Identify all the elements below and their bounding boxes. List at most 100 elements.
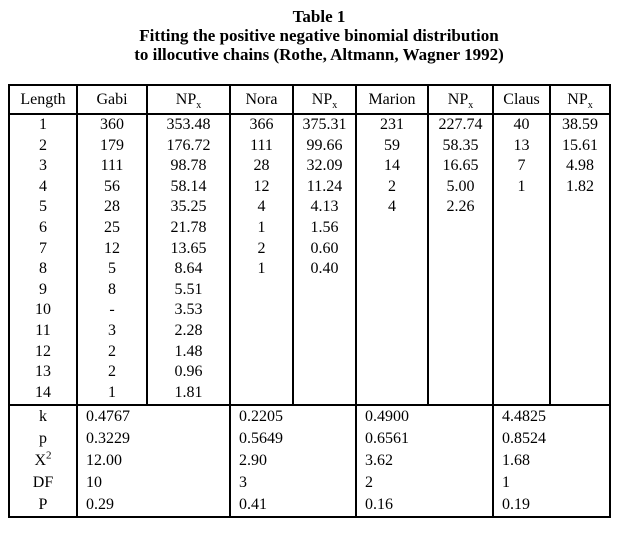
cell-value <box>357 280 427 301</box>
cell-value: 4 <box>257 198 266 216</box>
cell-value <box>494 280 549 301</box>
header-row: Length Gabi NPx Nora NPx Marion NPx Claus NPx <box>8 84 611 115</box>
body-column-np-4: 375.31 99.66 32.09 11.24 4.13 1.56 0.60 0.40 <box>292 113 357 406</box>
cell-value: 0.96 <box>174 363 203 381</box>
cell-value: 6 <box>39 218 47 236</box>
stat-value: 0.19 <box>502 496 530 513</box>
cell-value: 5 <box>108 260 116 278</box>
cell-value <box>494 383 549 404</box>
column-header-np-8: NPx <box>549 84 611 115</box>
cell-value: 58.35 <box>442 136 479 154</box>
cell-value <box>357 218 427 239</box>
cell-value: 5.51 <box>174 280 203 298</box>
cell-value: 98.78 <box>170 157 207 175</box>
stats-group-claus: 4.4825 0.8524 1.68 1 0.19 <box>492 404 611 518</box>
cell-value <box>357 239 427 260</box>
cell-value: 12 <box>253 177 270 195</box>
stats-row: k p X2 DF P 0.4767 0.3229 12.00 10 0.29 0.2205 0.56… <box>8 404 611 518</box>
body-column-gabi-1: 360 179 111 56 28 25 12 5 8 - 3 2 2 1 <box>76 113 148 406</box>
cell-value: 2 <box>388 177 396 195</box>
stat-value: 0.4900 <box>365 408 409 425</box>
cell-value: 15.61 <box>562 136 598 154</box>
cell-value: 3.53 <box>174 301 203 319</box>
cell-value <box>231 321 292 342</box>
cell-value <box>357 259 427 280</box>
cell-value: 0.40 <box>310 260 339 278</box>
cell-value <box>294 300 355 321</box>
stat-label-k: k <box>39 408 47 425</box>
stat-label-x: X2 <box>34 449 52 469</box>
stat-value: 0.4767 <box>86 408 130 425</box>
stats-group-marion: 0.4900 0.6561 3.62 2 0.16 <box>355 404 494 518</box>
stats-group-nora: 0.2205 0.5649 2.90 3 0.41 <box>229 404 357 518</box>
header-subscript: x <box>196 99 202 111</box>
cell-value <box>551 280 609 301</box>
cell-value <box>429 321 492 342</box>
cell-value: 5.00 <box>446 177 475 195</box>
stat-value: 2 <box>365 474 373 491</box>
cell-value <box>429 362 492 383</box>
cell-value <box>429 239 492 260</box>
cell-value: 8 <box>108 280 116 298</box>
cell-value <box>357 300 427 321</box>
header-subscript: x <box>587 99 593 111</box>
stat-value: 4.4825 <box>502 408 546 425</box>
cell-value: 35.25 <box>170 198 207 216</box>
cell-value <box>231 300 292 321</box>
cell-value <box>494 197 549 218</box>
cell-value <box>357 321 427 342</box>
cell-value: 12 <box>35 342 51 360</box>
stat-label-p: p <box>39 430 47 447</box>
stat-value: 3 <box>239 474 247 491</box>
cell-value: 21.78 <box>170 218 207 236</box>
column-header-np-4: NPx <box>292 84 357 115</box>
cell-value: 366 <box>249 116 274 133</box>
cell-value: 1 <box>517 177 526 195</box>
cell-value: 4 <box>39 177 47 195</box>
stat-value: 0.8524 <box>502 430 546 447</box>
stats-label-column: k p X2 DF P <box>8 404 78 518</box>
cell-value <box>429 300 492 321</box>
stat-value: 1 <box>502 474 510 491</box>
cell-value: 231 <box>380 116 404 133</box>
cell-value: 11.24 <box>306 177 343 195</box>
stat-value: 0.6561 <box>365 430 409 447</box>
cell-value <box>551 383 609 404</box>
cell-value <box>231 383 292 404</box>
cell-value: 1 <box>257 218 266 236</box>
cell-value <box>294 383 355 404</box>
cell-value <box>429 383 492 404</box>
stat-value: 1.68 <box>502 452 530 469</box>
cell-value <box>357 383 427 404</box>
cell-value: 1.82 <box>566 177 594 195</box>
cell-value: 99.66 <box>306 136 343 154</box>
cell-value: 0.60 <box>310 239 339 257</box>
cell-value <box>551 259 609 280</box>
cell-value <box>294 280 355 301</box>
cell-value: 3 <box>108 321 116 339</box>
column-header-np-6: NPx <box>427 84 494 115</box>
body-row: 1 2 3 4 5 6 7 8 9 10 11 12 13 14 360 179 111 56 28 25 12 5 8-3… <box>8 113 611 406</box>
cell-value <box>494 321 549 342</box>
body-column-claus-7: 40 13 7 1 <box>492 113 551 406</box>
cell-value: 25 <box>104 218 120 236</box>
cell-value: 13 <box>513 136 530 154</box>
cell-value: 7 <box>517 157 526 175</box>
cell-value: 59 <box>384 136 400 154</box>
cell-value: 12 <box>104 239 120 257</box>
cell-value: 5 <box>39 198 47 216</box>
table-caption-line2: Fitting the positive negative binomial d… <box>139 26 499 45</box>
cell-value: 28 <box>253 157 270 175</box>
table-caption-line3: to illocutive chains (Rothe, Altmann, Wa… <box>134 45 504 64</box>
cell-value: - <box>109 301 115 319</box>
cell-value: 58.14 <box>170 177 207 195</box>
cell-value: 11 <box>35 321 51 339</box>
cell-value <box>231 280 292 301</box>
cell-value: 1 <box>257 260 266 278</box>
stat-value: 0.29 <box>86 496 114 513</box>
cell-value <box>494 300 549 321</box>
cell-value: 353.48 <box>166 116 211 133</box>
cell-value: 14 <box>35 383 51 401</box>
cell-value: 9 <box>39 280 47 298</box>
